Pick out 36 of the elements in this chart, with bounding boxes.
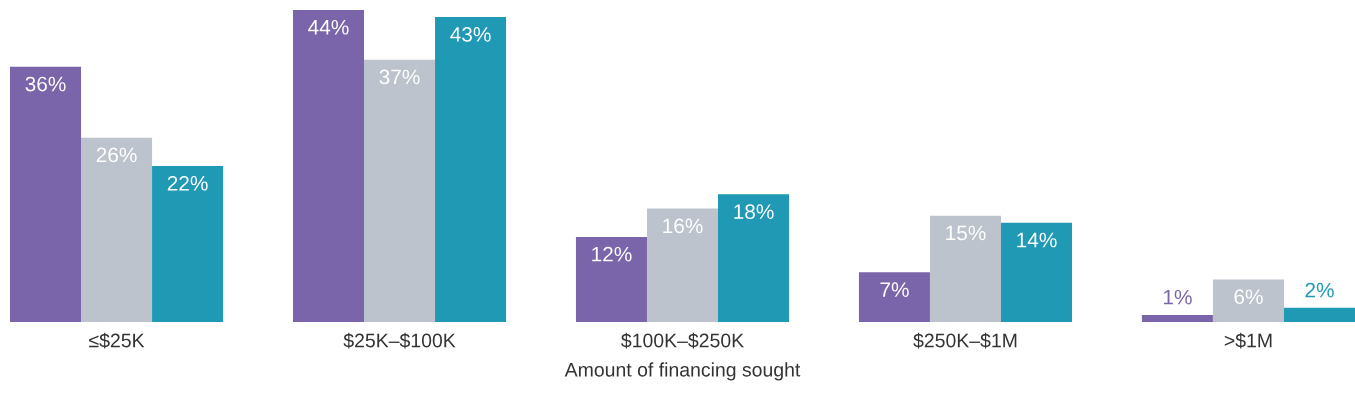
data-label: 43%: [450, 27, 491, 42]
x-tick-label: ≤$25K: [89, 332, 145, 349]
data-label: 7%: [880, 282, 909, 297]
bar: [81, 137, 153, 322]
data-label: 14%: [1017, 232, 1057, 248]
data-label: 18%: [734, 204, 774, 220]
data-label: 22%: [167, 175, 208, 191]
bar: [152, 166, 224, 322]
data-label: 36%: [25, 76, 66, 92]
data-label: 26%: [96, 147, 137, 163]
x-tick-label: $100K–$250K: [621, 332, 744, 349]
bar: [435, 17, 507, 322]
data-label: 44%: [308, 20, 349, 35]
x-axis-title: Amount of financing sought: [564, 362, 801, 381]
bar: [1141, 314, 1213, 322]
x-tick-label: $250K–$1M: [913, 332, 1017, 349]
bar: [364, 59, 436, 322]
x-tick-label: >$1M: [1224, 332, 1272, 349]
bar: [1212, 279, 1284, 322]
bar: [10, 66, 82, 322]
data-label: 1%: [1163, 289, 1192, 305]
data-label: 6%: [1234, 289, 1263, 305]
bar: [858, 272, 930, 322]
data-label: 37%: [379, 69, 420, 85]
bar: [646, 208, 719, 322]
x-tick-label: $25K–$100K: [343, 332, 456, 349]
bar: [1283, 307, 1355, 322]
bar: [1000, 222, 1073, 322]
data-label: 15%: [946, 225, 986, 241]
data-label: 2%: [1305, 282, 1334, 298]
bar: [575, 236, 647, 322]
bar: [718, 194, 790, 322]
data-label: 12%: [592, 246, 632, 262]
data-label: 16%: [663, 218, 703, 234]
bar: [929, 215, 1001, 322]
bar: [292, 10, 365, 322]
